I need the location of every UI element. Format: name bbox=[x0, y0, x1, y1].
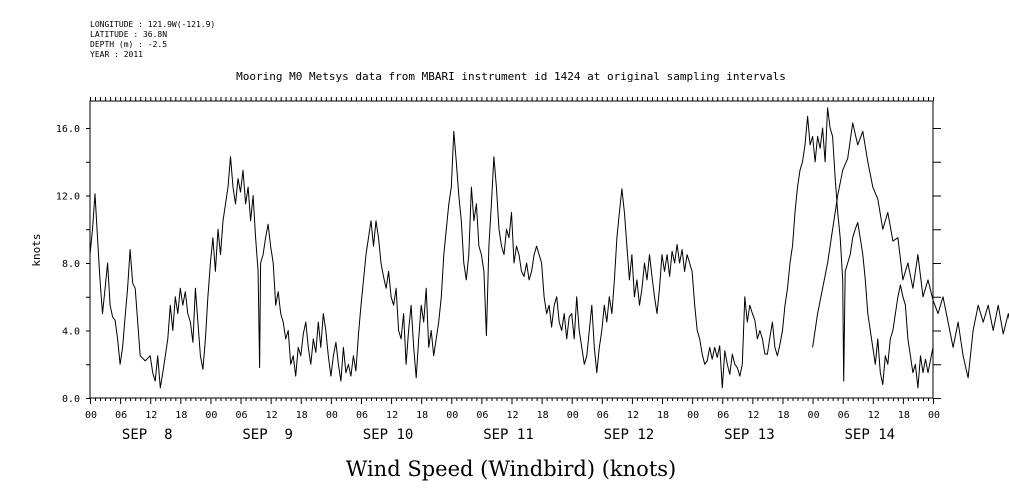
latitude-text: LATITUDE : 36.8N bbox=[90, 30, 168, 39]
x-hour-tick-label: 12 bbox=[747, 410, 759, 421]
x-hour-tick-label: 18 bbox=[416, 410, 428, 421]
chart-title: Mooring M0 Metsys data from MBARI instru… bbox=[236, 70, 786, 83]
y-tick-label: 8.0 bbox=[62, 259, 80, 270]
y-axis: 0.0 4.0 8.0 12.0 16.0 bbox=[56, 124, 941, 405]
y-tick-label: 0.0 bbox=[62, 394, 80, 405]
x-hour-tick-label: 06 bbox=[476, 410, 488, 421]
x-hour-tick-label: 18 bbox=[296, 410, 308, 421]
mooring-metadata: LONGITUDE : 121.9W(-121.9) LATITUDE : 36… bbox=[90, 20, 215, 60]
x-hour-tick-label: 12 bbox=[145, 410, 157, 421]
x-axis: 00 06 12 18 00 06 12 18 00 06 12 18 00 06 12 18 00 06 12 18… bbox=[85, 410, 940, 443]
depth-text: DEPTH (m) : -2.5 bbox=[90, 40, 168, 49]
x-hour-tick-label: 06 bbox=[236, 410, 248, 421]
x-hour-tick-label: 18 bbox=[777, 410, 789, 421]
x-day-label: SEP 12 bbox=[604, 427, 655, 443]
x-hour-tick-label: 12 bbox=[868, 410, 880, 421]
x-hour-tick-label: 12 bbox=[627, 410, 639, 421]
y-axis-label: knots bbox=[30, 233, 43, 266]
x-hour-tick-label: 00 bbox=[205, 410, 217, 421]
x-hour-tick-label: 00 bbox=[85, 410, 97, 421]
x-day-label: SEP 10 bbox=[363, 427, 414, 443]
x-hour-tick-label: 18 bbox=[175, 410, 187, 421]
longitude-text: LONGITUDE : 121.9W(-121.9) bbox=[90, 20, 216, 29]
x-hour-tick-label: 00 bbox=[928, 410, 940, 421]
x-hour-tick-label: 12 bbox=[506, 410, 518, 421]
y-tick-label: 12.0 bbox=[56, 192, 80, 203]
x-day-label: SEP 9 bbox=[242, 427, 293, 443]
x-hour-tick-label: 12 bbox=[386, 410, 398, 421]
x-day-label: SEP 13 bbox=[724, 427, 775, 443]
wind-speed-line bbox=[89, 107, 934, 389]
x-hour-tick-label: 06 bbox=[717, 410, 729, 421]
x-hour-tick-label: 06 bbox=[838, 410, 850, 421]
x-hour-tick-label: 00 bbox=[326, 410, 338, 421]
x-axis-label: Wind Speed (Windbird) (knots) bbox=[346, 457, 676, 481]
x-hour-tick-label: 00 bbox=[808, 410, 820, 421]
x-hour-tick-label: 00 bbox=[567, 410, 579, 421]
x-hour-tick-label: 18 bbox=[537, 410, 549, 421]
wind-speed-line bbox=[812, 122, 1009, 379]
x-hour-tick-label: 12 bbox=[266, 410, 278, 421]
x-hour-tick-label: 00 bbox=[687, 410, 699, 421]
x-hour-tick-label: 18 bbox=[657, 410, 669, 421]
x-day-label: SEP 11 bbox=[483, 427, 534, 443]
wind-speed-series bbox=[89, 107, 1009, 389]
year-text: YEAR : 2011 bbox=[90, 50, 143, 59]
y-tick-label: 4.0 bbox=[62, 327, 80, 338]
x-hour-tick-label: 06 bbox=[597, 410, 609, 421]
x-day-label: SEP 8 bbox=[122, 427, 173, 443]
minor-ticks bbox=[90, 97, 934, 404]
x-hour-tick-label: 18 bbox=[898, 410, 910, 421]
x-hour-tick-label: 00 bbox=[446, 410, 458, 421]
x-day-label: SEP 14 bbox=[844, 427, 895, 443]
x-hour-tick-label: 06 bbox=[356, 410, 368, 421]
y-tick-label: 16.0 bbox=[56, 124, 80, 135]
x-hour-tick-label: 06 bbox=[115, 410, 127, 421]
